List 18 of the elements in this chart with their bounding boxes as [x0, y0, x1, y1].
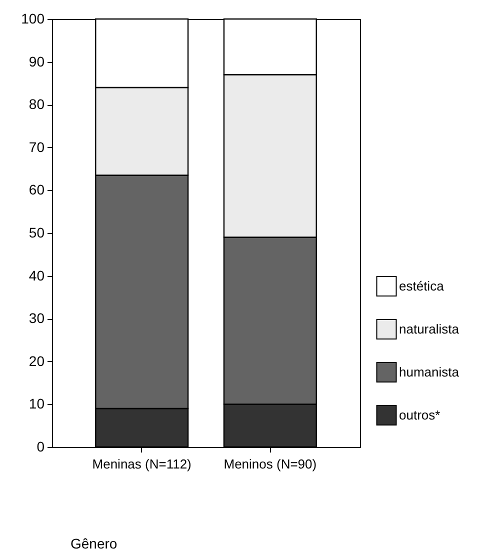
y-tick-label: 70 [28, 138, 45, 155]
legend-label: estética [399, 278, 445, 294]
y-tick-label: 10 [28, 396, 45, 412]
y-tick-label: 30 [28, 310, 45, 326]
y-tick-label: 90 [28, 53, 45, 70]
legend-label: outros* [399, 407, 440, 422]
x-tick-label: Meninas (N=112) [92, 456, 192, 472]
y-tick-label: 20 [28, 352, 45, 369]
y-tick-label: 40 [28, 267, 45, 284]
legend-label: humanista [399, 364, 460, 380]
y-tick-label: 80 [28, 96, 45, 112]
x-tick-label: Meninos (N=90) [224, 456, 317, 472]
y-tick-label: 0 [36, 438, 45, 454]
x-axis-title: Gênero [70, 536, 118, 552]
y-tick-label: 50 [28, 224, 45, 240]
y-tick-label: 60 [28, 182, 45, 198]
y-tick-label: 100 [21, 10, 45, 26]
legend-label: naturalista [399, 321, 460, 336]
